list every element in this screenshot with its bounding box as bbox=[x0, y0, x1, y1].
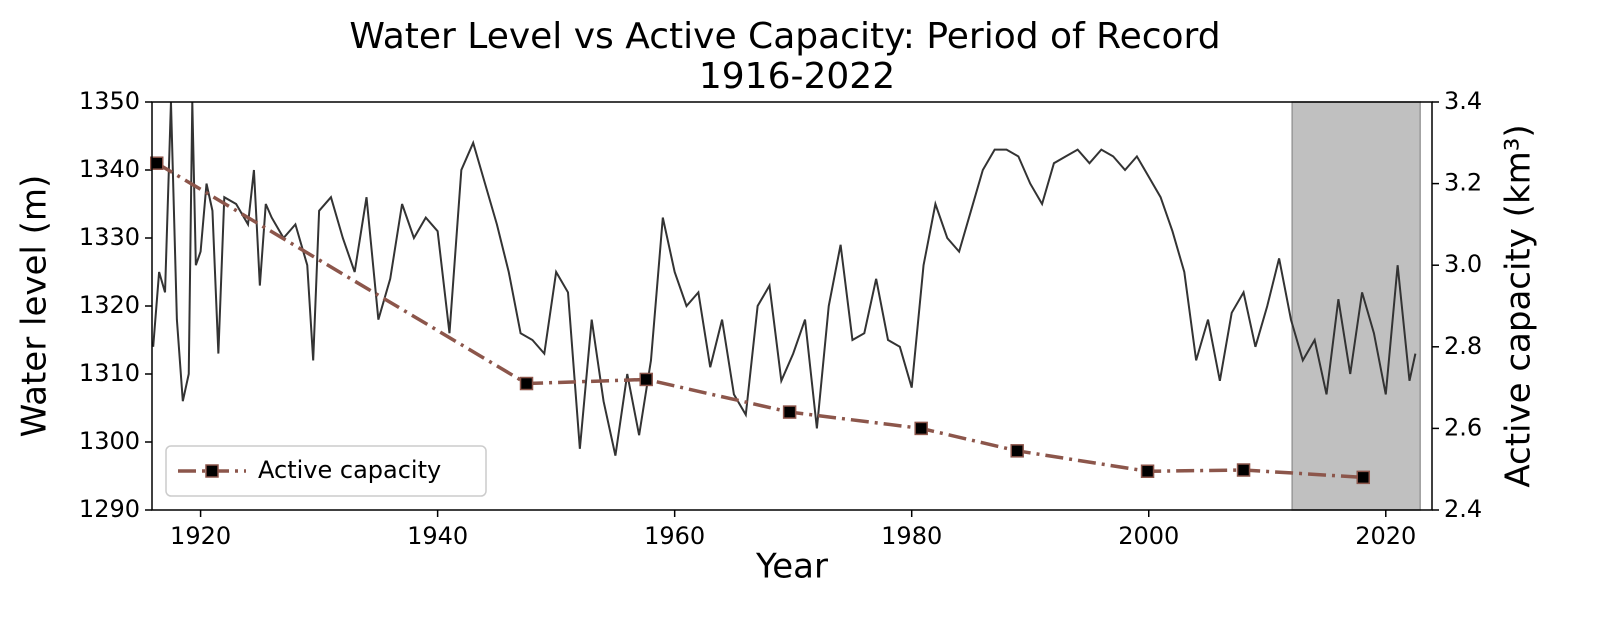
chart-title: Water Level vs Active Capacity: Period o… bbox=[349, 16, 1220, 57]
capacity-line bbox=[155, 161, 1364, 480]
capacity-marker bbox=[1236, 463, 1251, 477]
x-axis-label: Year bbox=[755, 547, 828, 587]
y2-tick-label: 3.4 bbox=[1444, 87, 1482, 115]
legend-marker bbox=[205, 464, 219, 478]
capacity-marker bbox=[1010, 444, 1024, 458]
y-tick-label: 1340 bbox=[79, 155, 140, 183]
y-tick-label: 1350 bbox=[79, 87, 140, 115]
capacity-marker bbox=[1356, 470, 1371, 485]
x-tick-label: 1940 bbox=[407, 522, 468, 550]
y-tick-label: 1300 bbox=[79, 427, 140, 455]
shaded-span bbox=[1291, 101, 1421, 511]
legend-label: Active capacity bbox=[258, 456, 441, 484]
x-tick-label: 2000 bbox=[1118, 522, 1179, 550]
capacity-marker bbox=[914, 421, 928, 436]
y-tick-label: 1320 bbox=[79, 291, 140, 319]
capacity-marker bbox=[639, 372, 653, 387]
y2-tick-label: 3.0 bbox=[1444, 250, 1482, 278]
y2-tick-label: 3.2 bbox=[1444, 169, 1482, 197]
x-tick-label: 1960 bbox=[644, 522, 705, 550]
capacity-marker bbox=[1140, 464, 1155, 478]
y-tick-label: 1290 bbox=[79, 495, 140, 523]
capacity-marker bbox=[782, 405, 797, 419]
x-tick-label: 1980 bbox=[881, 522, 942, 550]
plot-frame bbox=[151, 101, 1433, 511]
x-tick-label: 2020 bbox=[1355, 522, 1416, 550]
y-tick-label: 1330 bbox=[79, 223, 140, 251]
water-level-line bbox=[152, 102, 1417, 456]
capacity-marker bbox=[519, 376, 534, 391]
y2-tick-label: 2.6 bbox=[1444, 413, 1482, 441]
y-tick-label: 1310 bbox=[79, 359, 140, 387]
y-axis-label: Water level (m) bbox=[15, 175, 55, 438]
y2-axis-label: Active capacity (km³) bbox=[1499, 124, 1539, 487]
capacity-marker bbox=[149, 156, 164, 170]
legend-box bbox=[165, 445, 487, 497]
x-tick-label: 1920 bbox=[170, 522, 231, 550]
chart-subtitle: 1916-2022 bbox=[699, 56, 895, 97]
y2-tick-label: 2.4 bbox=[1444, 495, 1482, 523]
y2-tick-label: 2.8 bbox=[1444, 332, 1482, 360]
